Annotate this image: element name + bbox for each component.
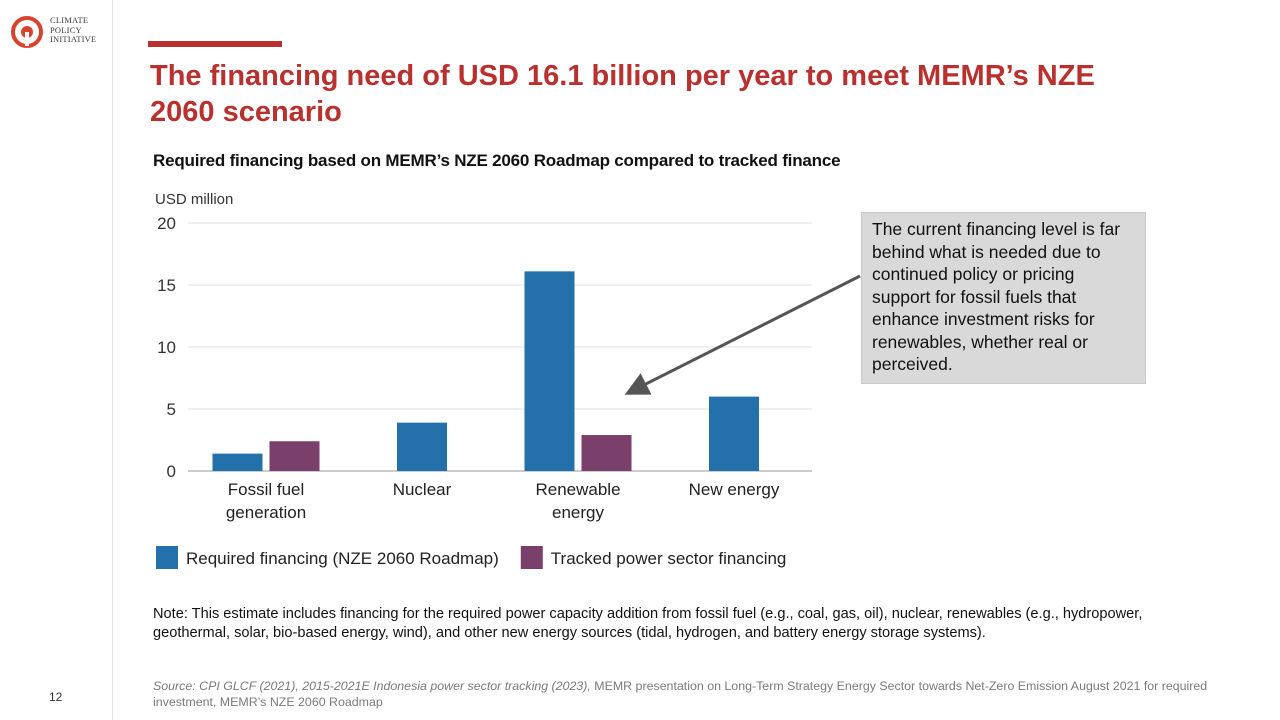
x-tick-label: Nuclear — [393, 480, 452, 499]
page-number: 12 — [49, 690, 63, 704]
logo-swirl-icon — [11, 16, 43, 48]
y-tick-label: 10 — [157, 338, 176, 357]
x-tick-label: New energy — [689, 480, 780, 499]
source-italic: Source: CPI GLCF (2021), 2015-2021E Indo… — [153, 679, 591, 693]
sidebar: CLIMATE POLICY INITIATIVE 12 — [0, 0, 113, 720]
logo-text: CLIMATE POLICY INITIATIVE — [50, 15, 97, 44]
legend-label: Tracked power sector financing — [551, 549, 787, 568]
bar-required — [212, 453, 263, 471]
y-tick-label: 0 — [167, 462, 176, 481]
y-tick-label: 15 — [157, 276, 176, 295]
y-tick-label: 20 — [157, 214, 176, 233]
legend-swatch-tracked — [520, 546, 543, 569]
page-title: The financing need of USD 16.1 billion p… — [150, 60, 1095, 128]
x-tick-label: Renewable energy — [535, 480, 620, 522]
y-axis-label: USD million — [155, 191, 233, 208]
y-tick-label: 5 — [167, 400, 176, 419]
callout-box: The current financing level is far behin… — [861, 212, 1146, 384]
legend-label: Required financing (NZE 2060 Roadmap) — [186, 549, 499, 568]
bar-tracked — [269, 441, 320, 471]
climate-policy-initiative-logo: CLIMATE POLICY INITIATIVE — [10, 14, 110, 54]
bar-chart: USD million 0 5 10 15 20 Fossil fuel generation… — [155, 191, 812, 569]
x-tick-label: Fossil fuel generation — [226, 480, 306, 522]
source-citation: Source: CPI GLCF (2021), 2015-2021E Indo… — [153, 678, 1213, 710]
bar-required — [709, 396, 759, 471]
footnote: Note: This estimate includes financing f… — [153, 606, 1143, 641]
chart-subtitle: Required financing based on MEMR’s NZE 2… — [153, 151, 841, 170]
bar-tracked — [581, 435, 632, 471]
legend-swatch-required — [156, 546, 178, 569]
bar-required — [397, 422, 447, 471]
source-plain: MEMR presentation on Long-Term Strategy … — [153, 679, 1208, 709]
bar-required — [524, 271, 575, 471]
title-accent-bar — [148, 41, 282, 47]
